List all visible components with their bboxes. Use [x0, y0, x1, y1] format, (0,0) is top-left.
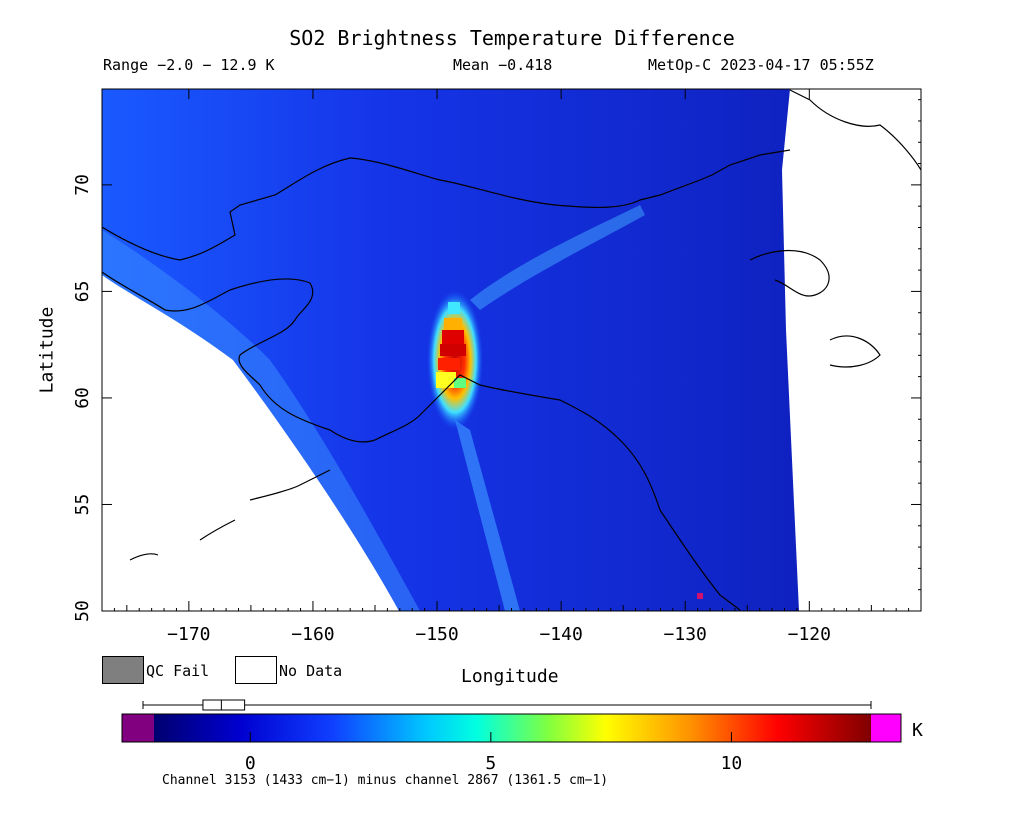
colorbar-boxplot: [142, 699, 872, 711]
y-axis-label: Latitude: [36, 306, 58, 394]
plume-streak-north: [470, 205, 645, 310]
x-axis: −170 −160 −150 −140 −130 −120: [113, 89, 910, 645]
qc-fail-swatch: [102, 656, 144, 684]
x-tick-label: −140: [539, 624, 582, 645]
isolated-pixel: [697, 593, 703, 599]
y-tick-label: 70: [72, 174, 93, 196]
boxplot-box: [202, 699, 246, 711]
x-axis-label: Longitude: [461, 666, 559, 687]
satellite-time-text: MetOp-C 2023-04-17 05:55Z: [648, 56, 874, 74]
y-tick-label: 50: [72, 600, 93, 622]
channel-footer: Channel 3153 (1433 cm−1) minus channel 2…: [162, 773, 609, 788]
y-tick-label: 55: [72, 494, 93, 516]
colorbar-gradient: [154, 714, 871, 742]
x-tick-label: −130: [664, 624, 707, 645]
no-data-swatch: [235, 656, 277, 684]
y-axis: 50 55 60 65 70: [72, 99, 921, 622]
y-tick-label: 60: [72, 387, 93, 409]
swath-edge-band: [102, 230, 420, 611]
colorbar-under-swatch: [122, 714, 154, 742]
colorbar-tick-label: 5: [485, 753, 496, 774]
x-tick-label: −170: [167, 624, 210, 645]
coastlines: [102, 89, 921, 611]
no-data-label: No Data: [279, 662, 343, 680]
x-tick-label: −150: [415, 624, 458, 645]
range-text: Range −2.0 − 12.9 K: [103, 56, 275, 74]
colorbar-tick-label: 0: [245, 753, 256, 774]
colorbar: 0 5 10: [121, 713, 902, 774]
plume-streak-south: [455, 420, 520, 611]
mean-text: Mean −0.418: [453, 56, 553, 74]
colorbar-over-swatch: [871, 714, 901, 742]
qc-fail-label: QC Fail: [146, 662, 210, 680]
data-layer: [102, 89, 921, 611]
x-tick-label: −160: [291, 624, 334, 645]
colorbar-tick-label: 10: [721, 753, 743, 774]
y-tick-label: 65: [72, 281, 93, 303]
plot-title: SO2 Brightness Temperature Difference: [289, 26, 735, 50]
x-tick-label: −120: [788, 624, 831, 645]
plume-layer: [427, 290, 483, 430]
colorbar-unit: K: [912, 720, 923, 741]
